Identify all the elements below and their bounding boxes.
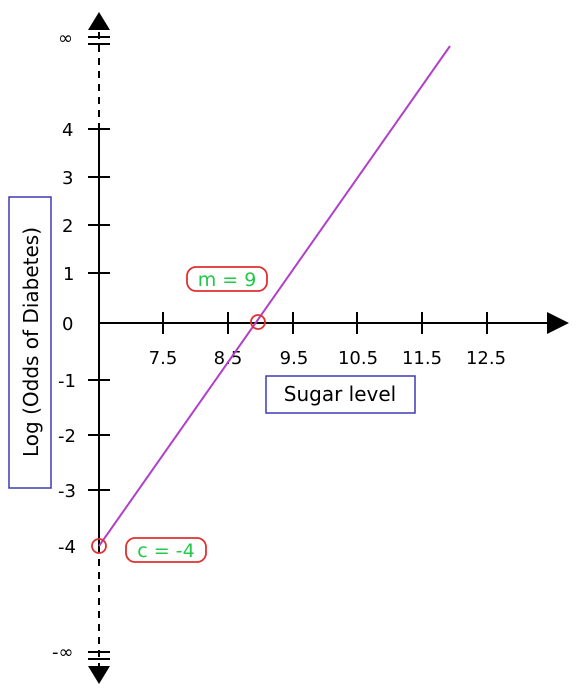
x-tick-label-11-5: 11.5 xyxy=(402,348,442,369)
y-axis-top-arrow xyxy=(88,12,110,30)
intercept-annotation-box xyxy=(125,537,207,563)
y-axis-label-box xyxy=(8,196,52,489)
y-tick-label-neg4: -4 xyxy=(58,537,76,558)
x-tick-label-7-5: 7.5 xyxy=(149,348,178,369)
x-intercept-marker xyxy=(250,314,266,330)
y-tick-label-1: 1 xyxy=(63,264,74,285)
y-tick-label-neginf: -∞ xyxy=(52,642,74,663)
regression-line xyxy=(98,45,451,547)
x-axis-arrow xyxy=(547,312,569,334)
y-tick-label-neg3: -3 xyxy=(58,481,76,502)
y-intercept-marker xyxy=(91,538,107,554)
x-tick-label-12-5: 12.5 xyxy=(466,348,506,369)
y-tick-label-4: 4 xyxy=(62,120,73,141)
x-axis-label-box xyxy=(265,375,416,414)
y-tick-label-inf: ∞ xyxy=(58,28,73,49)
intercept-annotation: c = -4 xyxy=(137,540,194,562)
x-tick-label-9-5: 9.5 xyxy=(280,348,309,369)
slope-annotation-box xyxy=(186,266,268,292)
slope-annotation: m = 9 xyxy=(198,269,257,291)
x-tick-label-10-5: 10.5 xyxy=(338,348,378,369)
y-tick-label-0: 0 xyxy=(62,314,73,335)
y-tick-label-neg2: -2 xyxy=(58,426,76,447)
y-axis-bottom-arrow xyxy=(88,666,110,684)
y-tick-label-2: 2 xyxy=(62,216,73,237)
y-axis-label: Log (Odds of Diabetes) xyxy=(19,227,43,457)
x-axis-label: Sugar level xyxy=(284,382,396,406)
x-tick-label-8-5: 8.5 xyxy=(214,348,243,369)
y-tick-label-3: 3 xyxy=(62,168,73,189)
y-tick-label-neg1: -1 xyxy=(58,371,76,392)
